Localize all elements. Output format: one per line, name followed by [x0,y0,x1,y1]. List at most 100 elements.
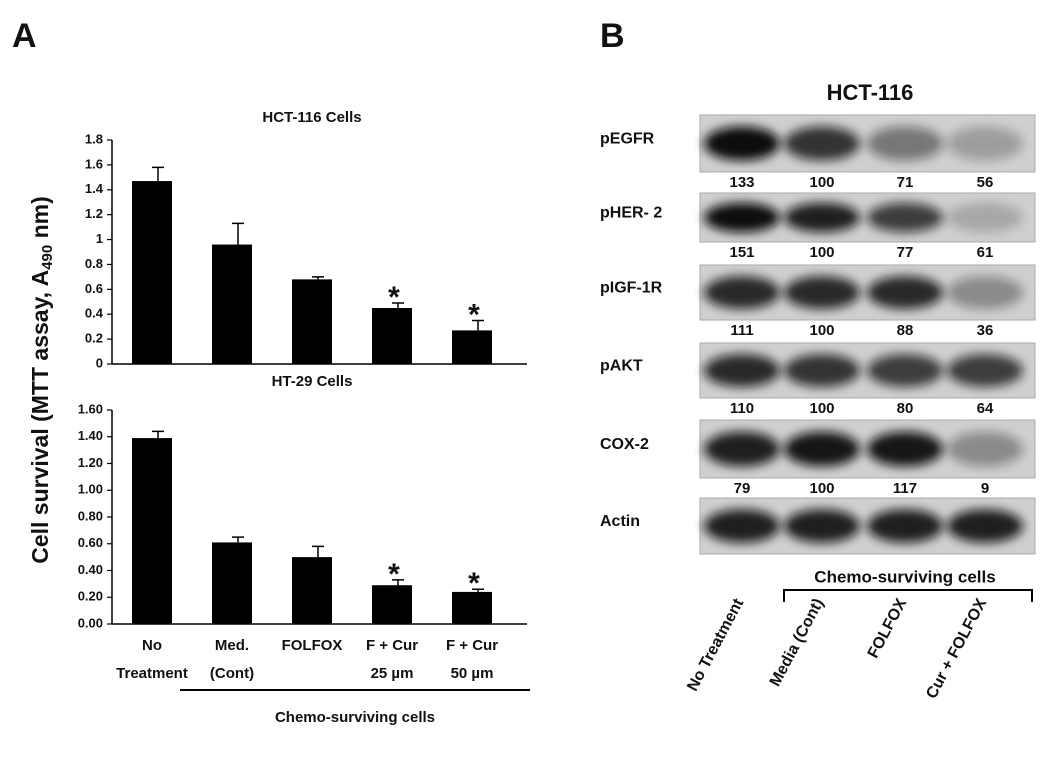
y-tick-label: 0.00 [78,615,103,630]
densitometry-value: 79 [734,480,751,497]
blot-band [704,354,780,387]
densitometry-value: 9 [981,480,989,497]
x-tick-label: F + Cur 25 µm [366,637,418,682]
blot-band [867,431,943,467]
x-tick-label-line: 25 µm [371,665,414,682]
blot-band [784,354,860,387]
y-axis-label-sub: 490 [39,245,56,270]
blot-band [867,276,943,309]
x-tick-label-line: 50 µm [451,665,494,682]
densitometry-value: 151 [729,244,754,261]
blot-band [784,202,860,233]
x-tick-label-line: (Cont) [210,665,254,682]
group-bracket [783,589,1033,602]
error-bar [152,430,164,439]
densitometry-value: 71 [897,174,914,191]
lane-label: Cur + FOLFOX [923,596,990,702]
densitometry-value: 100 [809,174,834,191]
blot-band [867,202,943,233]
significance-marker: * [468,298,480,331]
row-label: pHER- 2 [600,205,662,222]
x-tick-label: Med. (Cont) [210,637,254,682]
y-tick-label: 1.40 [78,428,103,443]
y-tick-label: 1.2 [85,206,103,221]
densitometry-value: 36 [977,322,994,339]
y-tick-label: 0.40 [78,562,103,577]
row-label: Actin [600,513,640,530]
bar [132,438,172,624]
densitometry-value: 117 [893,480,917,497]
blot-band [784,431,860,467]
error-bar [472,588,484,592]
bar [372,585,412,624]
x-tick-label-line: F + Cur [446,637,498,654]
error-bar [232,222,244,245]
blot-band [867,126,943,161]
densitometry-value: 77 [897,244,914,261]
blot-band [704,431,780,467]
blot-band [947,509,1023,543]
densitometry-value: 111 [730,322,753,339]
y-axis-label-tail: nm) [27,196,53,245]
bar [212,542,252,624]
bar [292,557,332,624]
y-tick-label: 1.20 [78,455,103,470]
error-bar [152,166,164,182]
densitometry-value: 80 [897,400,914,417]
bar [452,591,492,624]
blot-band [867,354,943,387]
x-tick-label-line: No [142,637,162,654]
blot-band [784,126,860,161]
bar [292,279,332,364]
blot-band [947,431,1023,467]
significance-marker: * [388,558,400,591]
densitometry-value: 110 [730,400,754,417]
densitometry-value: 100 [809,400,834,417]
y-tick-label: 0 [96,355,103,370]
error-bar [312,545,324,558]
bar [452,330,492,364]
densitometry-value: 100 [809,322,834,339]
blot-band [947,354,1023,387]
densitometry-value: 56 [977,174,994,191]
significance-marker: * [468,567,480,600]
blot-band [704,509,780,543]
blot-band [704,276,780,309]
lane-label: Media (Cont) [767,596,828,690]
x-tick-label: F + Cur 50 µm [446,637,498,682]
blot-band [784,276,860,309]
y-axis-label-text: Cell survival (MTT assay, A [27,270,53,564]
blot-band [947,276,1023,309]
error-bar [232,536,244,543]
densitometry-value: 88 [897,322,914,339]
error-bar [312,276,324,280]
bar [212,244,252,364]
densitometry-value: 133 [729,174,754,191]
panel-label: A [12,17,37,55]
y-tick-label: 1.4 [85,181,104,196]
bar [132,181,172,364]
error-bar [472,319,484,331]
blot-band [867,509,943,543]
lane-label: No Treatment [684,595,747,694]
chart-title: HCT-116 Cells [262,109,361,126]
y-tick-label: 0.6 [85,281,103,296]
row-label: COX-2 [600,436,649,453]
densitometry-value: 61 [977,244,994,261]
x-tick-label-line: Med. [215,637,249,654]
blot-title: HCT-116 [827,80,914,105]
panel-label: B [600,17,625,55]
y-tick-label: 0.80 [78,508,103,523]
lane-label: FOLFOX [865,596,911,662]
row-label: pAKT [600,358,643,375]
y-tick-label: 0.8 [85,256,103,271]
significance-marker: * [388,281,400,314]
x-tick-label: No Treatment [116,637,188,682]
y-tick-label: 1.6 [85,156,103,171]
blot-band [947,202,1023,233]
y-tick-label: 0.60 [78,535,103,550]
error-bar [392,579,404,586]
y-tick-label: 0.4 [85,306,104,321]
error-bar [392,302,404,308]
